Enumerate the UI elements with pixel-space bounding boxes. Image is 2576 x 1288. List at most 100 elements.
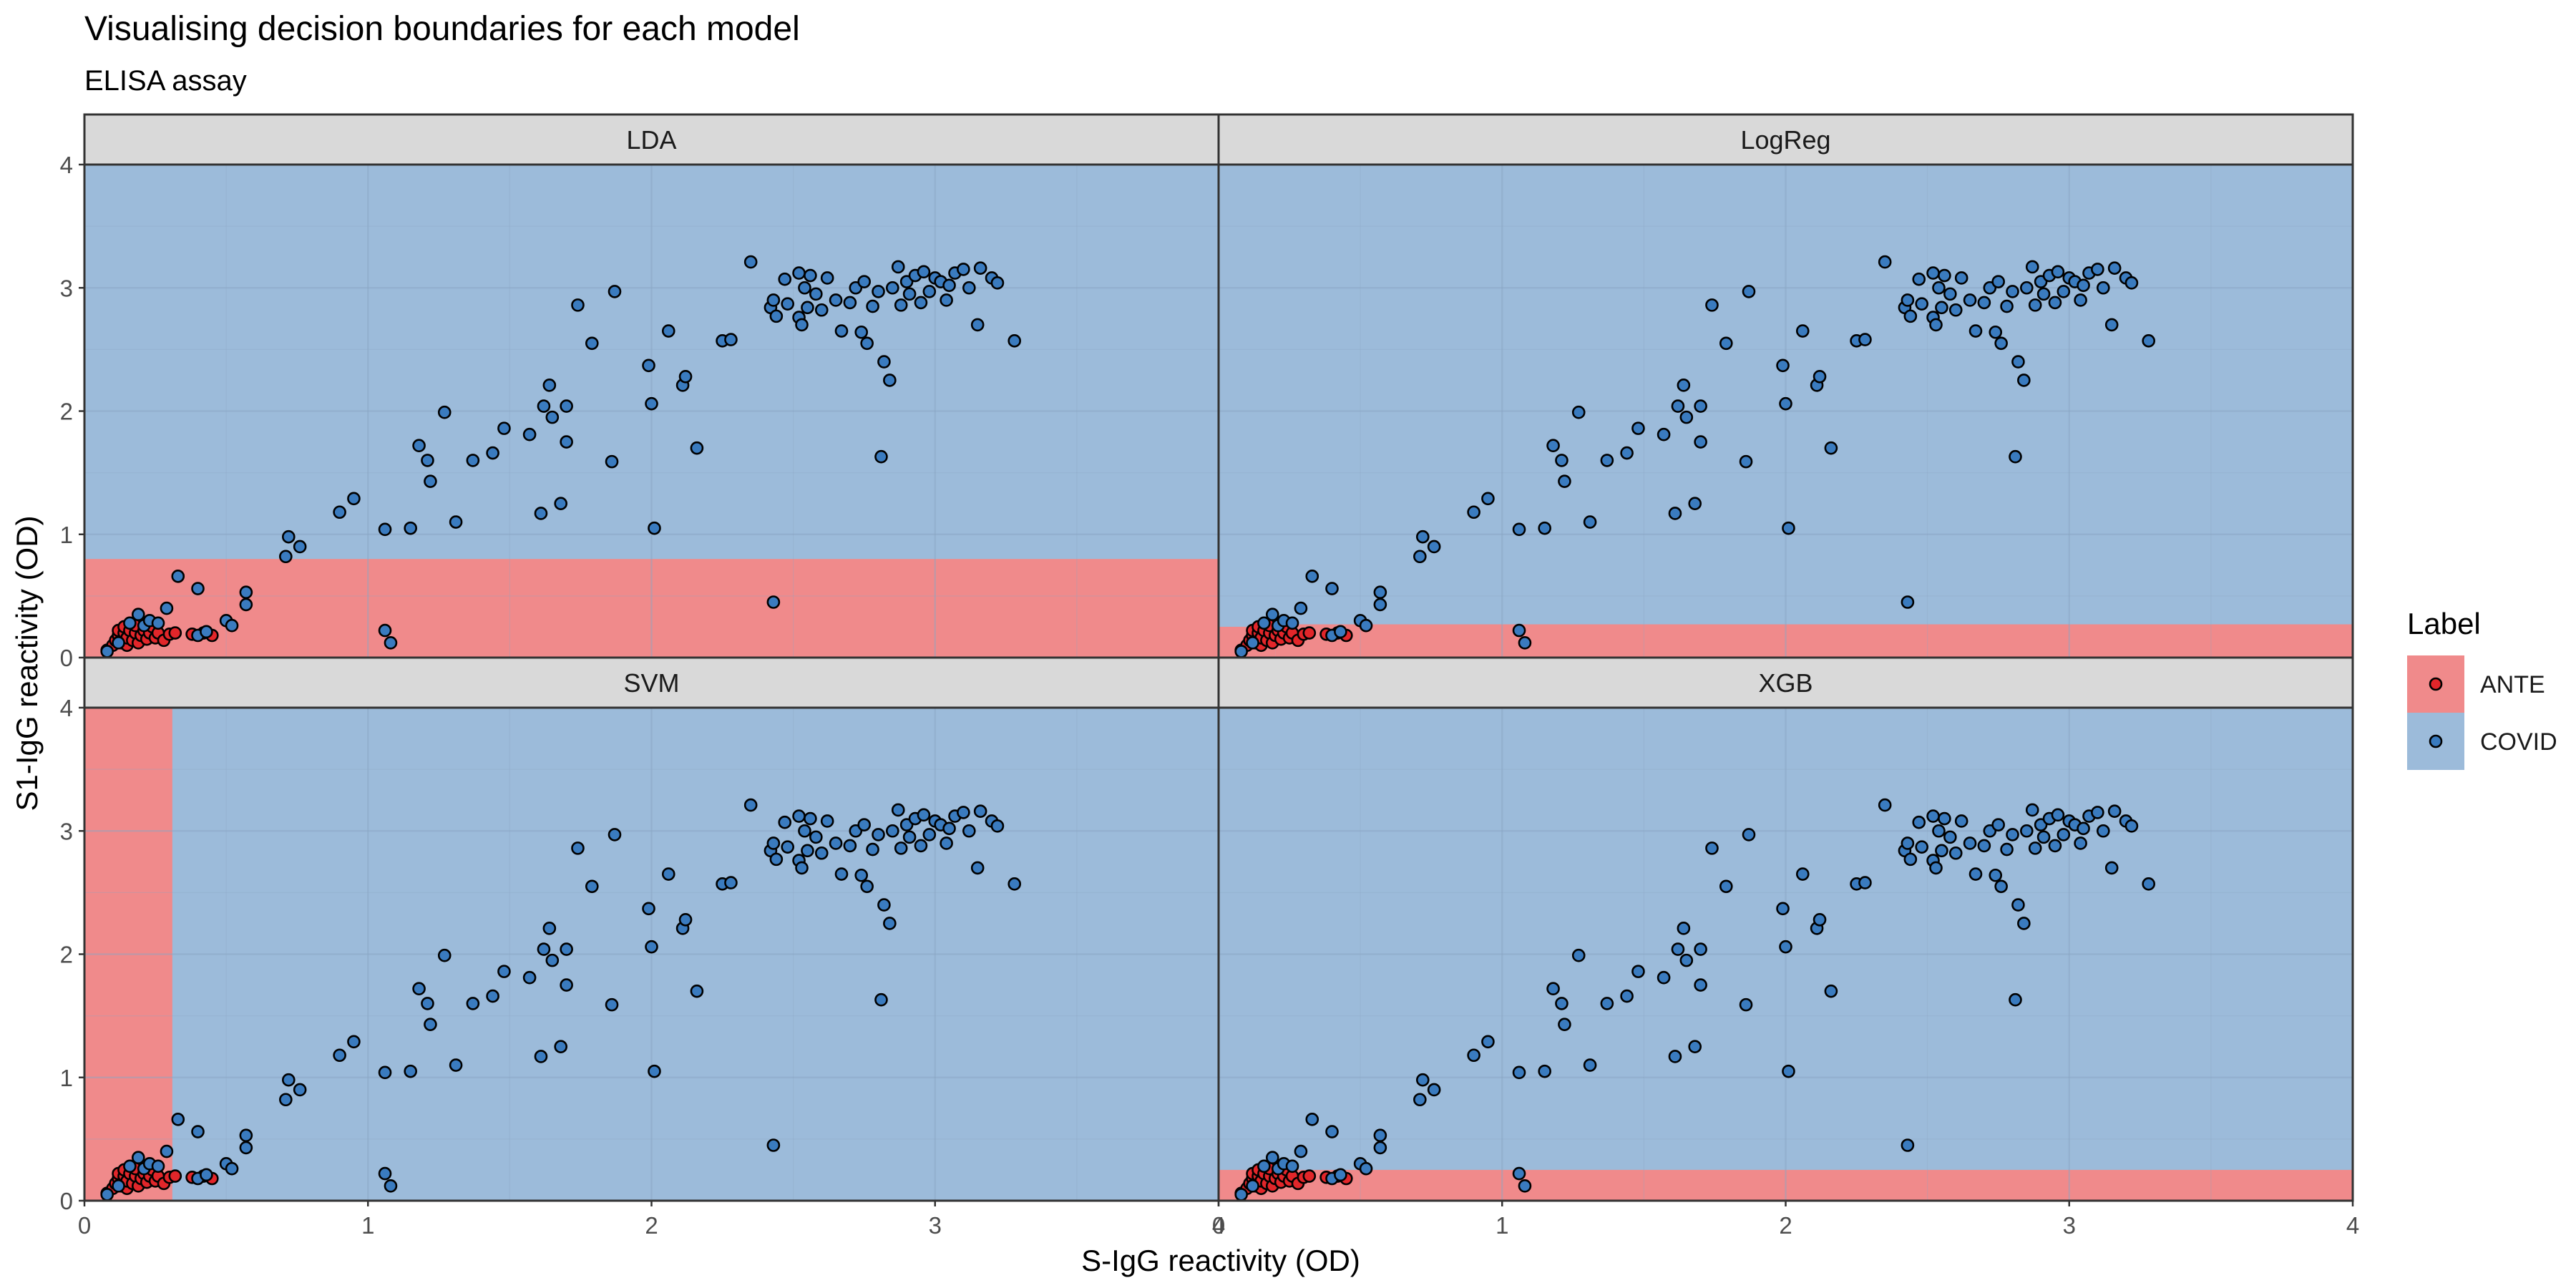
point-covid bbox=[100, 1188, 114, 1201]
point-covid bbox=[957, 806, 970, 819]
y-tick-label: 0 bbox=[60, 1188, 73, 1214]
point-covid bbox=[522, 427, 537, 441]
point-covid bbox=[1620, 989, 1634, 1003]
point-covid bbox=[2097, 824, 2110, 838]
point-covid bbox=[804, 811, 817, 826]
point-covid bbox=[437, 948, 452, 962]
point-covid bbox=[990, 819, 1005, 833]
point-covid bbox=[766, 293, 781, 307]
point-covid bbox=[1571, 405, 1586, 419]
point-covid bbox=[2097, 280, 2110, 295]
point-covid bbox=[2025, 260, 2039, 274]
point-covid bbox=[1977, 839, 1991, 853]
point-covid bbox=[1265, 1151, 1279, 1165]
point-covid bbox=[1325, 582, 1339, 595]
point-covid bbox=[1858, 876, 1872, 889]
point-covid bbox=[2142, 877, 2155, 891]
point-covid bbox=[2025, 803, 2039, 817]
point-covid bbox=[1294, 1144, 1308, 1158]
point-covid bbox=[883, 374, 897, 387]
point-covid bbox=[424, 474, 437, 488]
point-covid bbox=[678, 912, 693, 927]
point-covid bbox=[1954, 814, 1968, 828]
point-covid bbox=[1373, 585, 1387, 600]
point-covid bbox=[2051, 808, 2065, 822]
point-covid bbox=[1719, 336, 1733, 351]
point-covid bbox=[914, 839, 928, 853]
point-covid bbox=[1294, 601, 1308, 615]
point-covid bbox=[877, 898, 891, 912]
point-covid bbox=[1739, 997, 1753, 1012]
point-covid bbox=[1518, 1179, 1532, 1193]
point-covid bbox=[829, 293, 843, 307]
point-covid bbox=[378, 1166, 392, 1181]
point-covid bbox=[1968, 867, 1983, 881]
point-covid bbox=[743, 798, 758, 812]
legend-title: Label bbox=[2407, 607, 2481, 640]
x-tick-label: 1 bbox=[1496, 1212, 1508, 1239]
point-covid bbox=[970, 861, 985, 875]
point-covid bbox=[2051, 265, 2065, 279]
point-covid bbox=[1824, 441, 1838, 455]
point-covid bbox=[866, 299, 879, 313]
point-covid bbox=[1901, 1138, 1915, 1152]
point-covid bbox=[404, 1064, 417, 1078]
point-covid bbox=[834, 324, 849, 338]
panel-xgb: XGB 0 1 2 3 4 bbox=[1212, 656, 2359, 1239]
point-covid bbox=[537, 399, 551, 413]
point-covid bbox=[1688, 497, 1702, 510]
point-covid bbox=[2036, 287, 2051, 301]
y-tick-label: 2 bbox=[60, 399, 73, 425]
point-covid bbox=[1512, 522, 1526, 537]
point-covid bbox=[585, 879, 599, 894]
point-covid bbox=[333, 505, 346, 519]
point-covid bbox=[2091, 263, 2104, 276]
point-covid bbox=[914, 296, 928, 310]
point-covid bbox=[239, 1141, 253, 1155]
point-covid bbox=[1932, 824, 1946, 838]
point-covid bbox=[2020, 824, 2034, 838]
point-covid bbox=[1305, 570, 1319, 583]
point-covid bbox=[1234, 645, 1248, 658]
point-covid bbox=[1467, 505, 1480, 519]
point-covid bbox=[1694, 435, 1707, 449]
point-covid bbox=[962, 280, 976, 295]
point-covid bbox=[874, 449, 888, 464]
point-covid bbox=[1915, 840, 1928, 854]
point-covid bbox=[743, 255, 758, 269]
point-covid bbox=[191, 1125, 205, 1138]
point-covid bbox=[1558, 474, 1571, 488]
point-covid bbox=[645, 940, 658, 954]
point-covid bbox=[191, 582, 205, 595]
point-covid bbox=[798, 280, 811, 295]
point-covid bbox=[1963, 836, 1977, 850]
point-covid bbox=[857, 818, 871, 831]
point-covid bbox=[795, 861, 809, 875]
point-covid bbox=[1858, 333, 1872, 346]
point-covid bbox=[1600, 454, 1614, 467]
point-covid bbox=[843, 839, 857, 853]
point-covid bbox=[2011, 355, 2025, 369]
point-covid bbox=[1546, 439, 1560, 453]
point-covid bbox=[1694, 942, 1707, 956]
point-covid bbox=[2017, 917, 2031, 930]
point-covid bbox=[1677, 922, 1691, 935]
y-tick-label: 3 bbox=[60, 818, 73, 844]
point-covid bbox=[279, 550, 293, 564]
point-covid bbox=[886, 824, 899, 838]
legend: Label ANTE COVID bbox=[2407, 607, 2557, 770]
point-covid bbox=[424, 1018, 437, 1031]
x-tick-label: 2 bbox=[1779, 1212, 1792, 1239]
panel-lda: LDA 0 1 2 3 4 bbox=[60, 113, 1220, 671]
point-covid bbox=[942, 278, 956, 293]
x-tick-label: 1 bbox=[361, 1212, 374, 1239]
point-covid bbox=[537, 942, 551, 956]
point-covid bbox=[872, 828, 885, 841]
point-covid bbox=[560, 399, 573, 413]
point-covid bbox=[1538, 521, 1551, 535]
point-covid bbox=[891, 803, 905, 817]
point-covid bbox=[917, 265, 931, 279]
point-covid bbox=[801, 301, 814, 315]
